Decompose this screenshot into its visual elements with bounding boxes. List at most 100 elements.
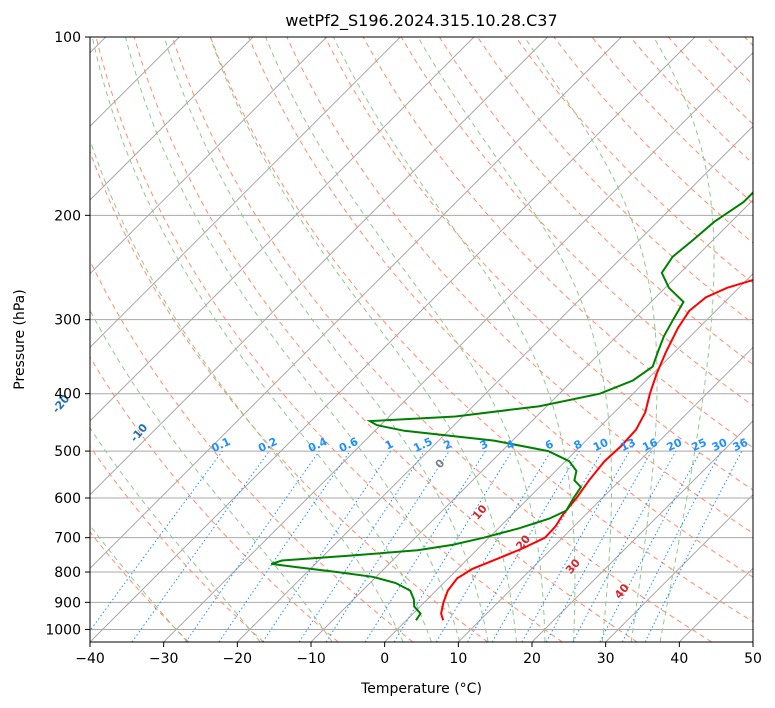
moist-adiabat-line xyxy=(524,37,658,642)
dry-adiabat-line xyxy=(706,37,753,86)
x-tick-label: −40 xyxy=(75,651,105,667)
mixing-ratio-line xyxy=(599,450,701,642)
isotherm-line xyxy=(90,37,622,570)
x-tick-label: 20 xyxy=(523,651,541,667)
x-axis-label: Temperature (°C) xyxy=(360,681,482,697)
mixing-ratio-label: 30 xyxy=(710,436,730,454)
isotherm-line xyxy=(90,37,549,496)
dry-adiabat-line xyxy=(90,150,488,642)
y-axis: 1000 900 800 700 600 500 400 300 200 100 xyxy=(45,30,90,638)
mixing-ratio-label: 1.5 xyxy=(411,435,434,455)
y-tick-label: 900 xyxy=(54,595,81,611)
moist-adiabat-line xyxy=(90,524,188,642)
moist-adiabat-line xyxy=(163,37,489,642)
mixing-ratio-label: 10 xyxy=(591,436,611,454)
y-axis-label: Pressure (hPa) xyxy=(12,289,28,389)
isotherm-line xyxy=(310,199,753,642)
x-tick-label: 10 xyxy=(449,651,467,667)
plot-frame xyxy=(89,36,754,643)
mixing-ratio-line xyxy=(90,450,223,632)
y-tick-label: 500 xyxy=(54,444,81,460)
dry-adiabat-line xyxy=(248,37,753,578)
y-tick-label: 700 xyxy=(54,531,81,547)
isotherm-line xyxy=(678,567,753,642)
moist-adiabat-line xyxy=(209,37,517,642)
moist-adiabat-line xyxy=(90,138,404,642)
mixing-ratio-label: 20 xyxy=(665,436,685,454)
moist-adiabat-line xyxy=(265,37,546,642)
series-lines xyxy=(270,191,753,621)
isotherm-line xyxy=(752,641,753,642)
moist-adiabat-line xyxy=(91,37,432,642)
chart-title: wetPf2_S196.2024.315.10.28.C37 xyxy=(285,11,557,31)
dry-adiabat-line xyxy=(400,37,753,407)
moist-adiabat-line xyxy=(653,37,715,642)
mixing-ratio-line xyxy=(521,450,630,642)
isotherm-line xyxy=(605,493,753,642)
dry-adiabat-line xyxy=(286,37,753,534)
x-tick-label: −10 xyxy=(296,651,326,667)
x-tick-label: 40 xyxy=(670,651,688,667)
moist-adiabat-label: 30 xyxy=(563,556,583,576)
dry-adiabat-line xyxy=(133,37,638,642)
moist-adiabat-label: 10 xyxy=(470,502,490,522)
x-tick-label: 0 xyxy=(380,651,389,667)
moist-adiabat-line xyxy=(125,37,461,642)
isotherm-line xyxy=(90,37,696,642)
mixing-ratio-label: 0.4 xyxy=(306,435,329,455)
dry-adiabat-line xyxy=(744,37,753,47)
mixing-ratio-line xyxy=(644,450,743,642)
mixing-ratio-label: 0.1 xyxy=(209,435,232,455)
mixing-ratio-line xyxy=(298,450,425,642)
isotherm-line xyxy=(90,37,254,201)
x-tick-label: −20 xyxy=(223,651,253,667)
mixing-ratio-line xyxy=(185,450,320,642)
dry-adiabat-line xyxy=(591,37,753,204)
dry-adiabat-label: -10 xyxy=(128,421,151,445)
dry-adiabat-line xyxy=(515,37,753,284)
dry-adiabat-line xyxy=(95,37,563,642)
mixing-ratio-line xyxy=(364,450,486,642)
temperature-line xyxy=(440,278,753,621)
dewpoint-line xyxy=(270,191,753,621)
x-axis: −40 −30 −20 −10 0 10 20 30 40 50 xyxy=(75,642,762,667)
mixing-ratio-line xyxy=(325,450,450,642)
mixing-ratio-line xyxy=(262,450,392,642)
dry-adiabat-line xyxy=(90,445,264,642)
mixing-ratio-label: 0.6 xyxy=(337,435,360,455)
x-tick-label: 30 xyxy=(597,651,615,667)
mixing-ratio-label: 13 xyxy=(618,436,637,454)
mixing-ratio-label: 2 xyxy=(442,437,454,452)
y-tick-label: 100 xyxy=(54,30,81,46)
y-tick-label: 200 xyxy=(54,208,81,224)
y-tick-label: 1000 xyxy=(45,622,81,638)
dry-adiabat-line xyxy=(90,356,339,642)
moist-adiabat-line xyxy=(417,37,612,642)
dry-adiabat-line xyxy=(90,259,414,642)
y-tick-label: 600 xyxy=(54,491,81,507)
mixing-ratio-label: 0.2 xyxy=(256,435,279,455)
isotherm-line xyxy=(531,420,753,642)
mixing-ratio-line xyxy=(218,450,351,642)
isotherm-line xyxy=(90,37,401,349)
moist-adiabat-label: 0 xyxy=(433,456,448,470)
x-tick-label: −30 xyxy=(149,651,179,667)
moist-adiabat-label: 20 xyxy=(513,532,533,552)
y-tick-label: 300 xyxy=(54,313,81,329)
isotherm-line xyxy=(384,272,753,642)
isotherm-line xyxy=(90,37,328,275)
mixing-ratio-label: 16 xyxy=(640,436,660,454)
mixing-ratio-line xyxy=(393,450,513,642)
moist-adiabat-line xyxy=(90,309,333,642)
dry-adiabat-line xyxy=(210,37,753,623)
mixing-ratio-line xyxy=(545,450,653,642)
y-tick-label: 800 xyxy=(54,565,81,581)
moist-adiabat-line xyxy=(332,37,576,642)
background-lines xyxy=(90,37,753,642)
mixing-ratio-label: 25 xyxy=(689,436,708,454)
dry-adiabat-line xyxy=(90,531,190,642)
mixing-ratio-line xyxy=(572,450,677,642)
isotherm-line xyxy=(236,125,753,642)
dry-adiabat-line xyxy=(553,37,753,244)
